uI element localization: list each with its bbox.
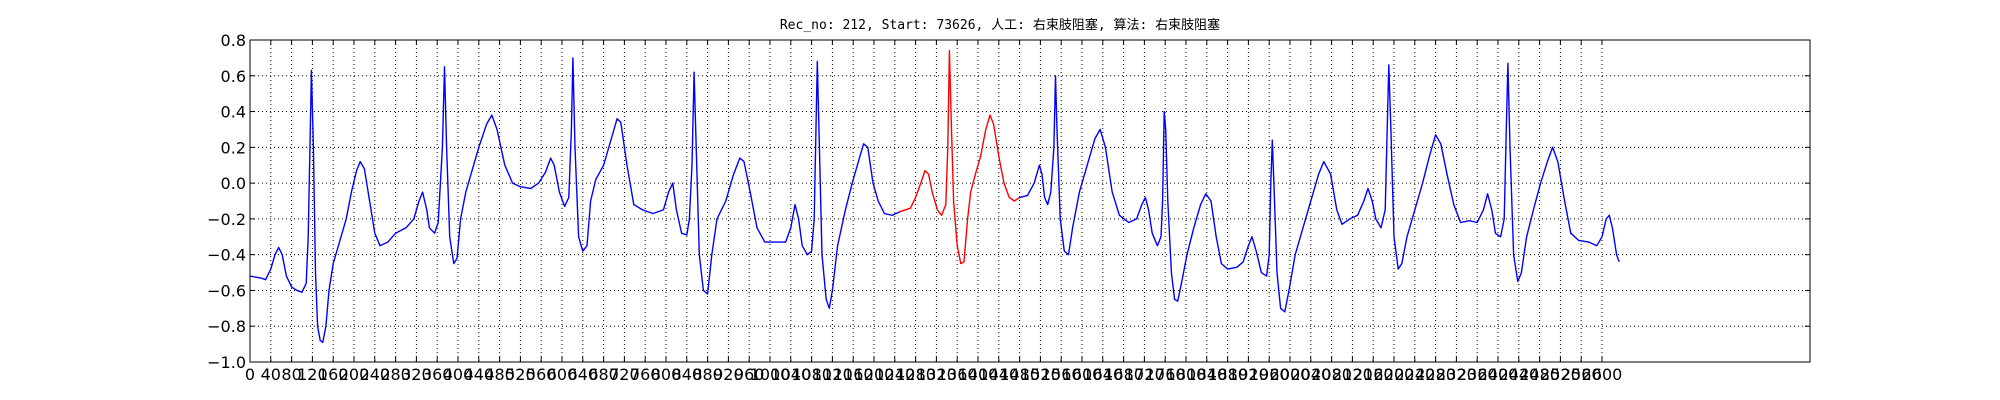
ecg-series-line-highlight xyxy=(899,50,1020,265)
x-tick-label: 1400 xyxy=(958,365,999,384)
x-tick-label: 440 xyxy=(464,365,495,384)
x-tick-label: 1560 xyxy=(1041,365,1082,384)
x-tick-label: 1000 xyxy=(750,365,791,384)
x-tick-label: 2480 xyxy=(1519,365,1560,384)
x-tick-label: 960 xyxy=(734,365,765,384)
x-tick-label: 880 xyxy=(692,365,723,384)
plot-frame xyxy=(249,39,1811,363)
x-tick-label: 1120 xyxy=(812,365,853,384)
x-tick-label: 1440 xyxy=(978,365,1019,384)
x-tick-label: 2400 xyxy=(1478,365,1519,384)
y-tick-label: 0.8 xyxy=(221,31,246,50)
y-tick-label: −0.6 xyxy=(207,281,246,300)
x-tick-label: 2600 xyxy=(1582,365,1623,384)
x-tick-label: 120 xyxy=(297,365,328,384)
x-tick-label: 1200 xyxy=(854,365,895,384)
x-tick-label: 1160 xyxy=(833,365,874,384)
x-tick-label: 2000 xyxy=(1270,365,1311,384)
ecg-series-line-normal xyxy=(249,57,901,343)
y-tick-label: 0.2 xyxy=(221,138,246,157)
x-tick-label: 760 xyxy=(630,365,661,384)
x-tick-label: 1320 xyxy=(916,365,957,384)
x-tick-label: 2240 xyxy=(1394,365,1435,384)
x-tick-label: 1880 xyxy=(1207,365,1248,384)
y-tick-label: 0.0 xyxy=(221,174,246,193)
x-tick-label: 1640 xyxy=(1082,365,1123,384)
x-tick-label: 0 xyxy=(245,365,255,384)
x-tick-label: 2040 xyxy=(1290,365,1331,384)
x-tick-label: 200 xyxy=(339,365,370,384)
x-tick-label: 2360 xyxy=(1457,365,1498,384)
x-tick-label: 2120 xyxy=(1332,365,1373,384)
x-tick-label: 160 xyxy=(318,365,349,384)
x-tick-label: 1040 xyxy=(770,365,811,384)
y-tick-label: −0.2 xyxy=(207,210,246,229)
x-tick-label: 2200 xyxy=(1374,365,1415,384)
x-tick-label: 2520 xyxy=(1540,365,1581,384)
x-tick-label: 480 xyxy=(484,365,515,384)
x-tick-label: 560 xyxy=(526,365,557,384)
x-tick-label: 2160 xyxy=(1353,365,1394,384)
series-group xyxy=(249,50,1620,343)
x-tick-label: 840 xyxy=(672,365,703,384)
x-tick-label: 800 xyxy=(651,365,682,384)
x-tick-label: 400 xyxy=(443,365,474,384)
x-tick-label: 640 xyxy=(568,365,599,384)
y-tick-label: −0.8 xyxy=(207,317,246,336)
y-axis-ticks: −1.0 −0.8 −0.6 −0.4 −0.2 0.0 0.2 0.4 0.6 0.8 xyxy=(207,31,1810,372)
x-tick-label: 680 xyxy=(588,365,619,384)
x-axis-ticks: 0 40 8012016020024028032036040044048052056… xyxy=(245,40,1622,384)
x-tick-label: 520 xyxy=(505,365,536,384)
x-tick-label: 280 xyxy=(380,365,411,384)
chart-title: Rec_no: 212, Start: 73626, 人工: 右束肢阻塞, 算法… xyxy=(780,17,1220,33)
x-tick-label: 360 xyxy=(422,365,453,384)
x-tick-label: 240 xyxy=(360,365,391,384)
x-tick-label: 1840 xyxy=(1186,365,1227,384)
x-tick-label: 2440 xyxy=(1498,365,1539,384)
x-tick-label: 1360 xyxy=(937,365,978,384)
x-tick-label: 1680 xyxy=(1103,365,1144,384)
x-tick-label: 1760 xyxy=(1145,365,1186,384)
y-tick-label: 0.6 xyxy=(221,67,246,86)
x-tick-label: 2080 xyxy=(1311,365,1352,384)
x-tick-label: 920 xyxy=(713,365,744,384)
x-tick-label: 2320 xyxy=(1436,365,1477,384)
x-tick-label: 1240 xyxy=(874,365,915,384)
x-tick-label: 1520 xyxy=(1020,365,1061,384)
x-tick-label: 80 xyxy=(281,365,301,384)
ecg-series-line-normal xyxy=(1019,62,1620,313)
x-tick-label: 1920 xyxy=(1228,365,1269,384)
x-tick-label: 1280 xyxy=(895,365,936,384)
x-tick-label: 1960 xyxy=(1249,365,1290,384)
x-tick-label: 720 xyxy=(609,365,640,384)
x-tick-label: 1600 xyxy=(1062,365,1103,384)
x-tick-label: 1080 xyxy=(791,365,832,384)
y-tick-label: −0.4 xyxy=(207,246,246,265)
x-tick-label: 40 xyxy=(261,365,281,384)
x-tick-label: 320 xyxy=(401,365,432,384)
x-tick-label: 2280 xyxy=(1415,365,1456,384)
x-tick-label: 1480 xyxy=(999,365,1040,384)
x-tick-label: 1800 xyxy=(1166,365,1207,384)
y-tick-label: −1.0 xyxy=(207,353,246,372)
x-tick-label: 600 xyxy=(547,365,578,384)
gridlines xyxy=(249,39,1810,363)
x-tick-label: 1720 xyxy=(1124,365,1165,384)
x-tick-label: 2560 xyxy=(1561,365,1602,384)
y-tick-label: 0.4 xyxy=(221,103,246,122)
